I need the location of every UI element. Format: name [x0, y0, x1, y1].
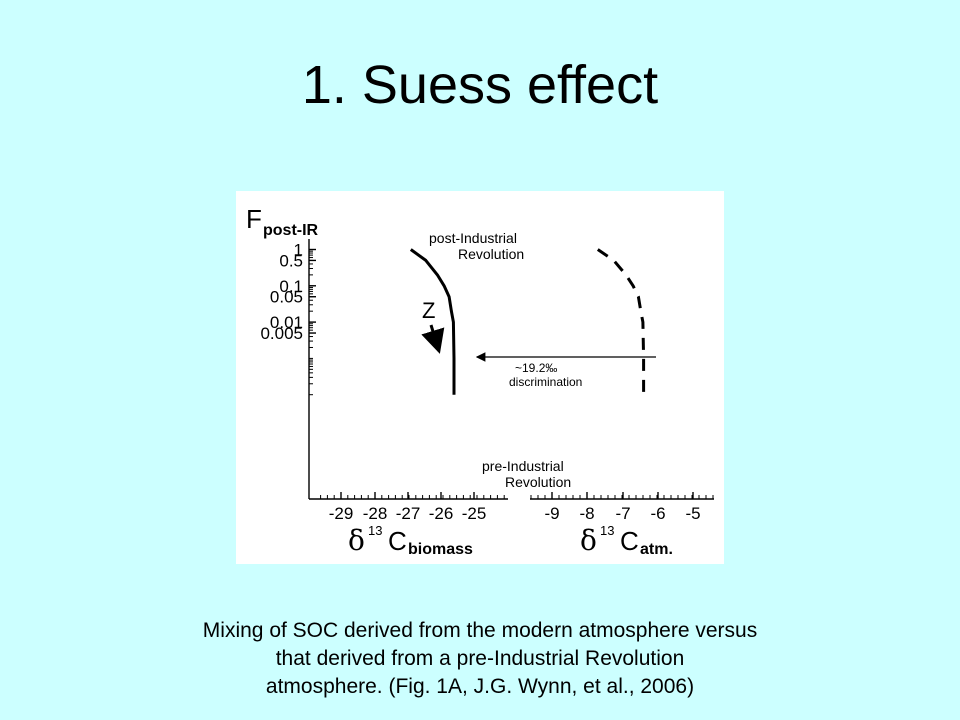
- series-atm-line: [596, 248, 646, 395]
- y-tick-label: 0.005: [260, 324, 303, 343]
- x-axis-left-tick-label: -28: [363, 504, 388, 523]
- discrimination-value: ~19.2‰: [515, 361, 557, 375]
- x-axis-right-label-delta: δ: [580, 524, 597, 557]
- chart-svg: 10.5 0.10.05 0.010.005 -29 -28 -27 -26 -25 -9 -8 -…: [246, 204, 714, 558]
- discrimination-label: discrimination: [509, 375, 582, 389]
- slide-title: 1. Suess effect: [301, 55, 659, 115]
- x-axis-right-label-sub: atm.: [640, 541, 673, 558]
- caption-line-3: atmosphere. (Fig. 1A, J.G. Wynn, et al.,…: [265, 675, 695, 698]
- y-axis-label-sub: post-IR: [263, 222, 319, 239]
- caption-line-2: that derived from a pre-Industrial Revol…: [275, 647, 685, 670]
- y-tick-label: 0.01: [270, 313, 303, 332]
- x-axis-left-label-delta: δ: [348, 524, 365, 557]
- z-depth-arrow: [421, 324, 445, 354]
- x-axis-right-label-main: C: [620, 526, 639, 556]
- pre-ir-label-line1: pre-Industrial: [482, 458, 564, 474]
- y-tick-label: 0.05: [270, 288, 303, 307]
- x-axis-left-tick-label: -29: [329, 504, 354, 523]
- y-tick-label: 1: [294, 241, 303, 260]
- x-axis-right-tick-label: -9: [544, 504, 559, 523]
- x-axis-left-tick-label: -26: [429, 504, 454, 523]
- y-axis-label-main: F: [246, 204, 262, 234]
- post-ir-label-line2: Revolution: [458, 246, 524, 262]
- caption-line-1: Mixing of SOC derived from the modern at…: [202, 619, 758, 642]
- y-tick-label: 0.5: [279, 251, 303, 270]
- x-axis-right-tick-label: -6: [650, 504, 665, 523]
- x-axis-left-tick-label: -25: [462, 504, 487, 523]
- x-axis-left-label-sub: biomass: [408, 541, 473, 558]
- pre-ir-label-line2: Revolution: [505, 474, 571, 490]
- x-axis-right-tick-label: -8: [579, 504, 594, 523]
- series-biomass-line: [409, 248, 456, 395]
- slide-caption: Mixing of SOC derived from the modern at…: [0, 617, 960, 701]
- post-ir-label-line1: post-Industrial: [429, 230, 517, 246]
- chart-figure: 1 0.5 0.1 0.05 0.01 0.005 -29 -28 -27 -26 -25 -9 -8 -…: [236, 191, 724, 564]
- y-tick-label: 0.1: [279, 277, 303, 296]
- x-axis-right-tick-label: -7: [615, 504, 630, 523]
- x-axis-left-label-main: C: [388, 526, 407, 556]
- x-axis-right-label-sup: 13: [600, 523, 614, 538]
- x-axis-left-label-sup: 13: [368, 523, 382, 538]
- x-axis-left-tick-label: -27: [396, 504, 421, 523]
- x-axis-right-tick-label: -5: [685, 504, 700, 523]
- z-depth-label: Z: [422, 298, 435, 323]
